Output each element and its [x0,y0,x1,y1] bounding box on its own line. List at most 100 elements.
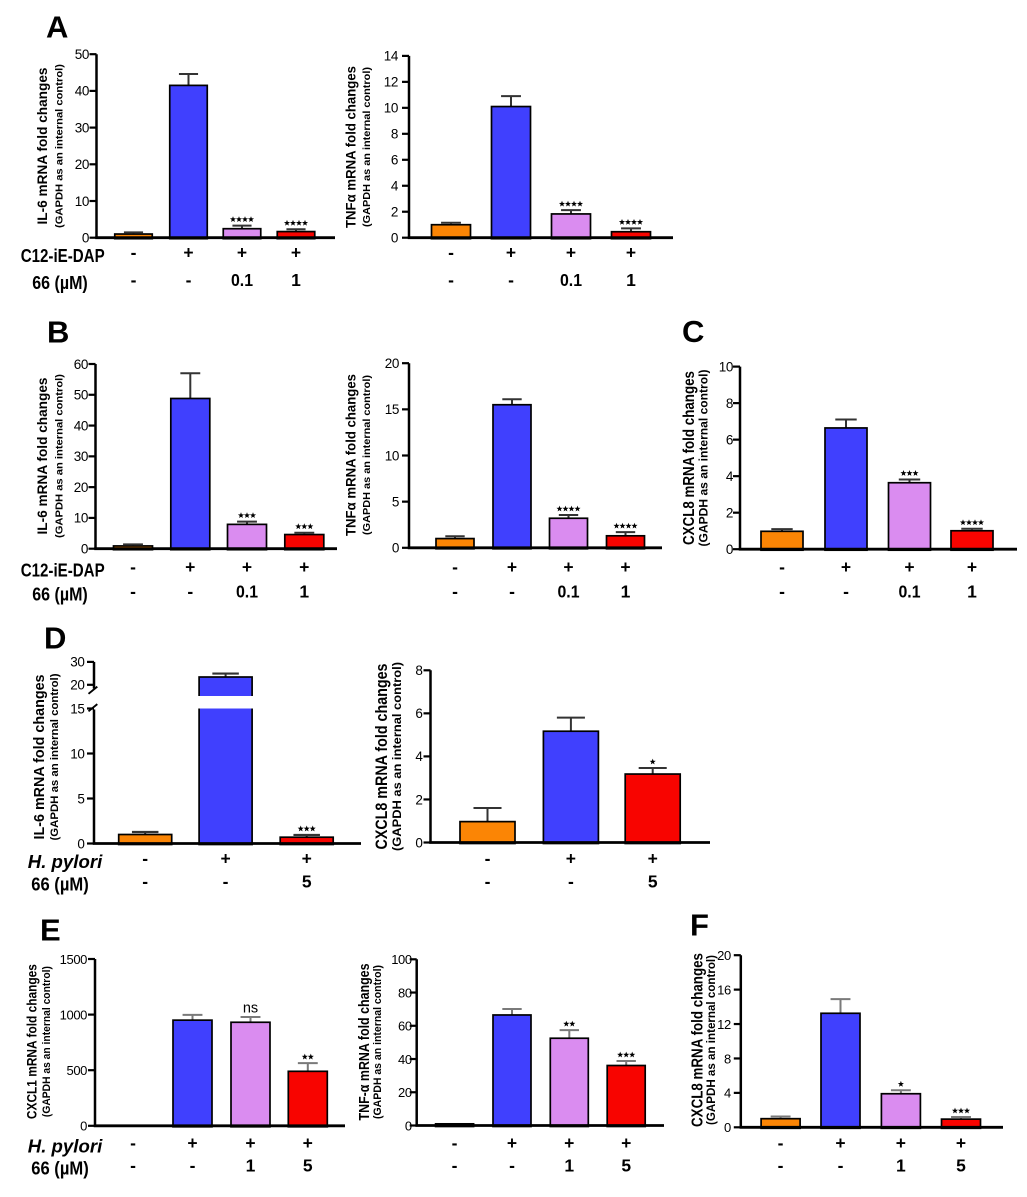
svg-text:TNF-α mRNA fold changes: TNF-α mRNA fold changes [356,964,373,1121]
svg-text:(GAPDH as an internal control): (GAPDH as an internal control) [54,374,66,538]
svg-text:15: 15 [385,402,399,417]
svg-text:5: 5 [621,1156,631,1176]
svg-text:10: 10 [75,194,89,209]
svg-text:C12-iE-DAP: C12-iE-DAP [21,246,105,266]
svg-text:0: 0 [415,835,422,850]
svg-text:(GAPDH as an internal control): (GAPDH as an internal control) [54,64,66,228]
svg-text:-: - [843,582,849,602]
svg-text:(GAPDH as an internal control): (GAPDH as an internal control) [390,662,404,851]
svg-text:10: 10 [719,359,733,374]
svg-text:(GAPDH as an internal control): (GAPDH as an internal control) [49,673,61,840]
svg-text:20: 20 [70,678,84,693]
svg-text:50: 50 [74,388,88,403]
svg-text:0: 0 [80,1119,87,1134]
svg-text:500: 500 [67,1063,88,1078]
svg-text:-: - [186,270,192,290]
svg-text:1: 1 [299,582,309,602]
svg-text:CXCL8 mRNA fold changes: CXCL8 mRNA fold changes [690,953,707,1127]
svg-text:+: + [291,243,301,263]
svg-text:IL-6 mRNA fold changes: IL-6 mRNA fold changes [32,675,48,840]
svg-text:10: 10 [70,746,84,761]
svg-text:5: 5 [392,494,399,509]
svg-text:5: 5 [956,1156,966,1176]
svg-text:+: + [302,849,312,869]
svg-text:+: + [904,557,914,577]
svg-text:60: 60 [74,357,88,372]
svg-text:8: 8 [726,396,733,411]
svg-text:4: 4 [724,1086,731,1101]
svg-text:0: 0 [724,1120,731,1135]
svg-text:(GAPDH as an internal control): (GAPDH as an internal control) [361,67,373,227]
svg-text:-: - [131,243,137,263]
svg-text:+: + [299,557,309,577]
svg-text:20: 20 [398,1085,412,1100]
svg-text:20: 20 [75,157,89,172]
svg-text:-: - [485,849,491,869]
svg-text:-: - [452,1133,458,1153]
svg-text:40: 40 [398,1052,412,1067]
svg-text:30: 30 [75,120,89,135]
svg-text:4: 4 [415,749,423,764]
svg-text:-: - [130,1156,136,1176]
svg-text:0: 0 [726,542,733,557]
svg-text:6: 6 [415,706,422,721]
svg-text:4: 4 [391,179,399,194]
svg-text:+: + [564,1133,574,1153]
svg-text:+: + [220,849,230,869]
svg-text:50: 50 [75,47,89,62]
svg-text:66 (µM): 66 (µM) [32,273,88,293]
svg-text:+: + [896,1133,906,1153]
svg-text:5: 5 [77,791,84,806]
svg-text:B: B [47,315,69,350]
svg-text:+: + [621,1133,631,1153]
svg-text:10: 10 [385,448,399,463]
svg-text:10: 10 [74,511,88,526]
svg-text:-: - [779,557,785,577]
svg-text:+: + [507,1133,517,1153]
svg-text:30: 30 [74,449,88,464]
svg-text:5: 5 [303,1156,313,1176]
svg-text:C12-iE-DAP: C12-iE-DAP [21,561,105,581]
svg-text:-: - [838,1156,844,1176]
svg-text:+: + [626,243,636,263]
svg-text:(GAPDH as an internal control): (GAPDH as an internal control) [361,375,373,535]
svg-text:30: 30 [70,655,84,670]
svg-text:4: 4 [726,469,734,484]
svg-text:40: 40 [75,84,89,99]
svg-text:66 (µM): 66 (µM) [31,875,89,895]
svg-text:+: + [506,243,516,263]
svg-text:+: + [242,557,252,577]
svg-text:0.1: 0.1 [231,270,253,290]
svg-text:40: 40 [74,418,88,433]
svg-text:20: 20 [717,948,731,963]
svg-text:0: 0 [77,836,84,851]
svg-text:CXCL8 mRNA fold changes: CXCL8 mRNA fold changes [373,664,391,850]
svg-text:+: + [185,557,195,577]
svg-text:0: 0 [405,1118,412,1133]
svg-text:-: - [223,872,229,892]
svg-text:8: 8 [415,663,422,678]
svg-text:-: - [452,1156,458,1176]
svg-text:-: - [190,1156,196,1176]
svg-text:8: 8 [391,127,398,142]
svg-text:2: 2 [391,205,398,220]
svg-text:1: 1 [896,1156,906,1176]
svg-text:A: A [46,10,68,45]
svg-text:TNFα mRNA fold changes: TNFα mRNA fold changes [343,66,359,228]
svg-text:+: + [835,1133,845,1153]
svg-text:-: - [142,849,148,869]
svg-text:5: 5 [648,872,658,892]
svg-text:H. pylori: H. pylori [28,1137,104,1157]
svg-text:2: 2 [726,505,733,520]
svg-text:6: 6 [391,153,398,168]
svg-text:CXCL8 mRNA fold changes: CXCL8 mRNA fold changes [681,371,698,545]
svg-text:(GAPDH as an internal control): (GAPDH as an internal control) [699,369,711,546]
svg-text:-: - [452,557,458,577]
svg-text:16: 16 [717,982,731,997]
svg-text:1: 1 [564,1156,574,1176]
svg-text:60: 60 [398,1019,412,1034]
svg-text:+: + [620,557,630,577]
svg-text:-: - [131,270,137,290]
svg-text:10: 10 [384,101,398,116]
svg-text:-: - [778,1133,784,1153]
